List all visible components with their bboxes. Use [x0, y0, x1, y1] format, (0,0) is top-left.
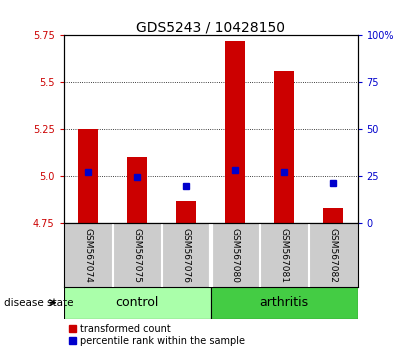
Bar: [64, 287, 210, 319]
Bar: [225, 41, 245, 223]
Text: GSM567081: GSM567081: [279, 228, 289, 283]
Bar: [79, 129, 98, 223]
Text: control: control: [115, 296, 159, 309]
Bar: [127, 158, 147, 223]
Legend: transformed count, percentile rank within the sample: transformed count, percentile rank withi…: [69, 324, 245, 346]
Text: GSM567080: GSM567080: [231, 228, 240, 283]
Bar: [176, 200, 196, 223]
Title: GDS5243 / 10428150: GDS5243 / 10428150: [136, 20, 285, 34]
Text: GSM567076: GSM567076: [182, 228, 191, 283]
Text: arthritis: arthritis: [259, 296, 309, 309]
Text: GSM567082: GSM567082: [328, 228, 337, 283]
Bar: [274, 71, 294, 223]
Text: GSM567075: GSM567075: [133, 228, 142, 283]
Text: GSM567074: GSM567074: [84, 228, 93, 283]
Bar: [211, 287, 358, 319]
Bar: [323, 208, 343, 223]
Text: disease state: disease state: [4, 298, 74, 308]
